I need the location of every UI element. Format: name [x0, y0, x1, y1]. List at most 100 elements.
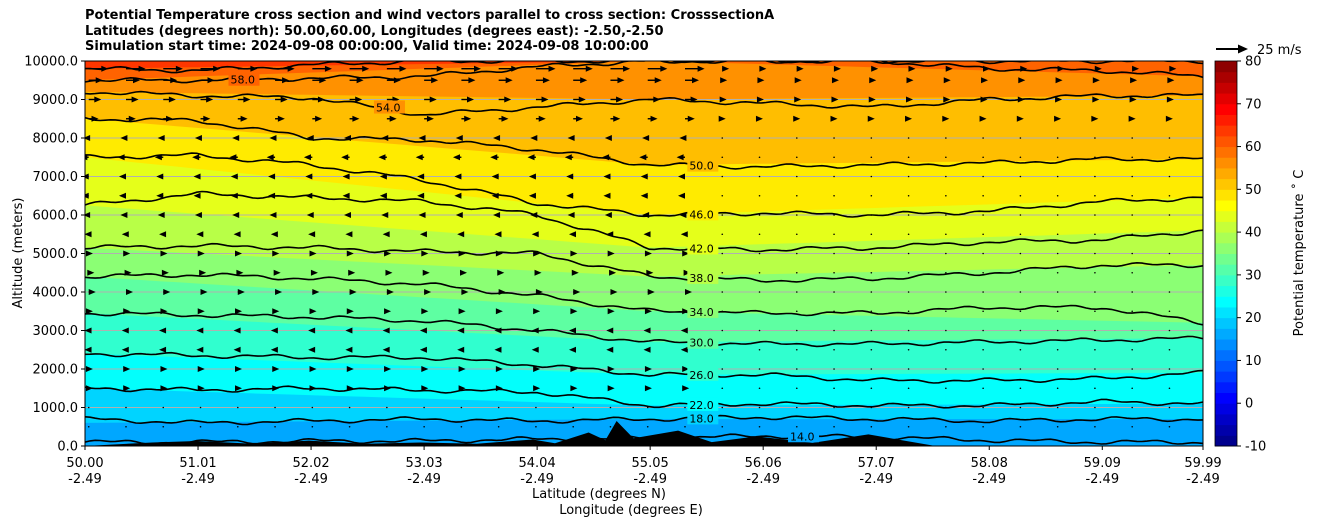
wind-vector	[833, 368, 835, 370]
wind-vector	[1168, 368, 1171, 370]
wind-vector-head	[623, 65, 631, 72]
colorbar-segment	[1215, 285, 1237, 297]
wind-vector	[460, 406, 463, 409]
wind-vector-head	[533, 385, 541, 392]
wind-vector-head	[452, 154, 460, 161]
wind-vector-head	[343, 212, 351, 218]
wind-vector-head	[461, 289, 469, 295]
wind-vector-head	[457, 327, 465, 334]
wind-vector-head	[272, 366, 280, 372]
wind-vector-head	[273, 269, 281, 276]
wind-vector	[1056, 194, 1059, 197]
wind-vector	[721, 137, 724, 139]
wind-vector-head	[233, 231, 241, 238]
wind-vector-head	[458, 308, 466, 315]
wind-vector-head	[458, 385, 466, 392]
wind-vector-head	[533, 366, 541, 372]
colorbar-frame	[1214, 60, 1238, 447]
wind-vector-head	[342, 192, 350, 199]
contour-label-18.0: 18.0	[689, 412, 714, 425]
wind-vector	[497, 425, 500, 428]
wind-vector-head	[346, 366, 354, 372]
colorbar-segment	[1215, 274, 1237, 287]
wind-vector	[1019, 156, 1022, 159]
wind-vector	[1168, 387, 1171, 390]
wind-vector	[870, 348, 873, 351]
wind-vector-head	[196, 327, 204, 334]
y-tick-label: 0.0	[57, 440, 78, 455]
wind-vector	[907, 348, 910, 351]
wind-vector-head	[643, 346, 651, 353]
wind-vector-head	[538, 115, 546, 122]
wind-vector-head	[379, 173, 387, 180]
wind-vector-head	[345, 327, 353, 334]
wind-vector	[982, 368, 984, 370]
wind-vector-head	[236, 269, 244, 276]
wind-vector	[758, 329, 761, 332]
colorbar-segment	[1215, 189, 1237, 201]
wind-vector	[907, 137, 910, 139]
wind-vector-head	[175, 65, 183, 72]
wind-vector	[1094, 233, 1096, 236]
wind-vector	[907, 194, 910, 197]
wind-vector-head	[455, 135, 463, 141]
wind-vector	[982, 194, 984, 197]
x-tick-label-lat: 59.09	[1084, 456, 1121, 471]
colorbar-segment	[1215, 178, 1237, 190]
wind-vector-head	[230, 173, 238, 180]
wind-vector-head	[85, 385, 93, 392]
contour-line-54.0	[85, 90, 1203, 116]
contour-label-38.0: 38.0	[689, 272, 714, 285]
wind-vector-head	[644, 308, 652, 315]
colorbar-segment	[1215, 349, 1237, 361]
wind-vector-head	[1128, 115, 1136, 122]
wind-vector	[1168, 194, 1171, 197]
wind-vector-head	[393, 77, 401, 84]
wind-vector-head	[490, 154, 498, 161]
colorbar-segment	[1215, 114, 1237, 126]
wind-vector	[1094, 406, 1096, 409]
wind-vector-head	[117, 154, 125, 161]
wind-vector-head	[533, 308, 541, 315]
wind-vector	[721, 368, 724, 370]
colorbar-segment	[1215, 242, 1237, 254]
wind-vector-head	[677, 192, 685, 199]
wind-vector-head	[606, 327, 614, 334]
x-tick-label-lat: 50.00	[66, 456, 103, 471]
wind-vector-head	[495, 250, 503, 257]
wind-vector	[1131, 348, 1133, 351]
wind-vector-head	[157, 212, 165, 218]
wind-vector	[274, 425, 276, 428]
wind-vector-head	[269, 135, 277, 141]
wind-vector-head	[194, 212, 202, 218]
wind-vector-head	[156, 173, 164, 180]
wind-vector	[907, 156, 910, 159]
wind-vector	[1019, 271, 1022, 274]
wind-vector	[311, 425, 314, 428]
wind-vector-head	[908, 65, 916, 72]
colorbar-segment	[1215, 71, 1237, 83]
wind-vector-head	[718, 115, 726, 122]
wind-vector-head	[679, 212, 687, 218]
wind-vector-head	[230, 192, 238, 199]
wind-vector	[945, 252, 947, 255]
wind-vector	[907, 291, 910, 293]
wind-vector	[1168, 310, 1171, 313]
wind-vector-head	[197, 308, 205, 315]
wind-vector	[870, 291, 873, 293]
wind-vector-head	[421, 308, 429, 315]
wind-vector-head	[123, 308, 131, 315]
wind-vector-head	[830, 115, 838, 122]
colorbar-segment	[1215, 317, 1237, 329]
colorbar-tick-label: 30	[1245, 268, 1262, 283]
wind-vector	[423, 406, 425, 409]
colorbar-segment	[1215, 221, 1237, 233]
wind-vector-head	[419, 231, 427, 238]
wind-vector-head	[654, 77, 662, 84]
wind-vector-head	[607, 250, 615, 257]
wind-vector-head	[422, 269, 430, 276]
wind-vector-head	[466, 96, 474, 103]
wind-vector-head	[1054, 115, 1062, 122]
wind-vector-head	[424, 289, 432, 295]
wind-vector	[833, 252, 835, 255]
